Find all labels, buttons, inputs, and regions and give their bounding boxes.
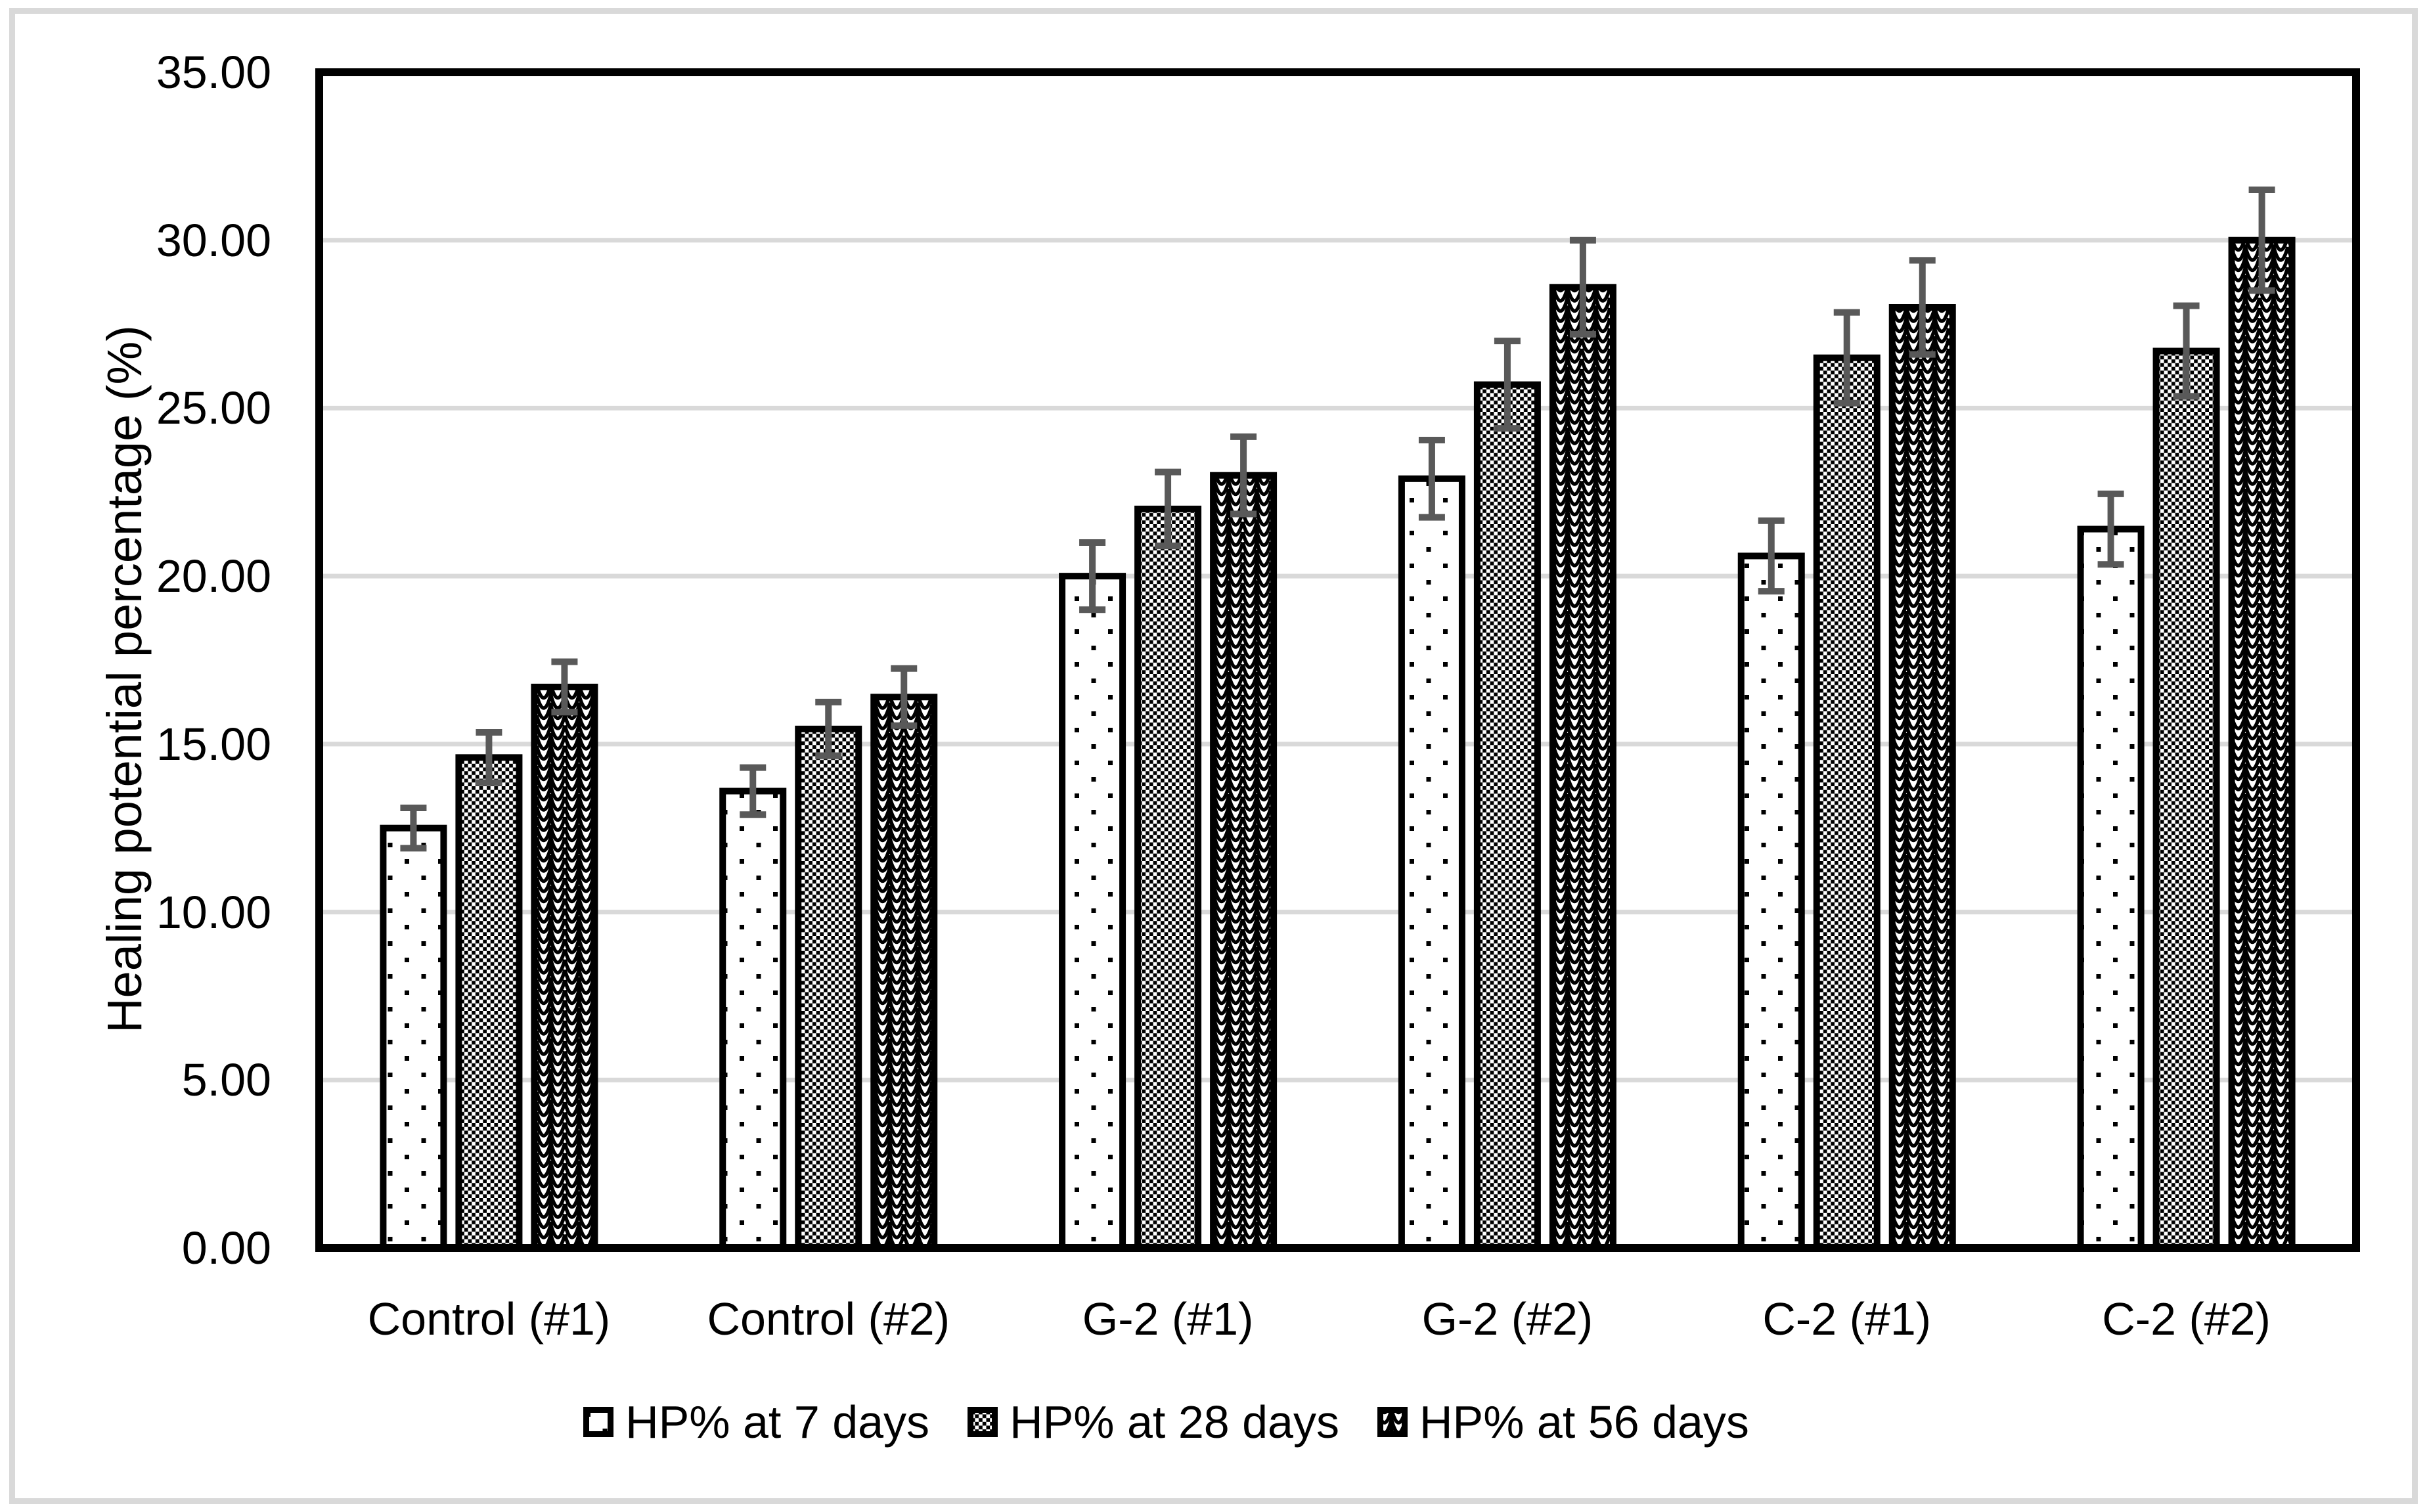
bar-dots	[380, 824, 447, 1251]
bar-checker	[795, 725, 862, 1252]
bar-dots	[1398, 475, 1465, 1251]
y-tick-label: 30.00	[156, 214, 271, 266]
legend-item: HP% at 28 days	[968, 1396, 1339, 1448]
x-category-label: Control (#2)	[707, 1293, 950, 1345]
bar-wave	[1210, 472, 1278, 1252]
plot-border	[315, 68, 2360, 1252]
x-category-label: Control (#1)	[367, 1293, 611, 1345]
legend-item: HP% at 7 days	[583, 1396, 929, 1448]
bar-checker	[1813, 354, 1881, 1252]
y-tick-label: 0.00	[181, 1222, 271, 1274]
bar-dots	[2077, 525, 2145, 1251]
bar-dots	[1059, 573, 1126, 1251]
y-tick-label: 15.00	[156, 718, 271, 770]
bar-wave	[2228, 236, 2296, 1252]
y-tick-label: 25.00	[156, 382, 271, 434]
bar-dots	[1737, 552, 1805, 1251]
bar-dots	[719, 788, 787, 1251]
y-tick-label: 10.00	[156, 886, 271, 938]
gridlines	[319, 238, 2356, 1082]
legend-label: HP% at 7 days	[625, 1396, 930, 1448]
legend-item: HP% at 56 days	[1377, 1396, 1749, 1448]
y-tick-label: 20.00	[156, 550, 271, 602]
y-tick-label: 35.00	[156, 47, 271, 98]
bar-wave	[531, 683, 598, 1251]
legend-swatch-wave	[1377, 1407, 1408, 1437]
legend-label: HP% at 56 days	[1419, 1396, 1749, 1448]
bar-checker	[455, 754, 523, 1252]
legend-swatch-checker	[968, 1407, 998, 1437]
y-axis-title: Healing potential percentage (%)	[97, 325, 152, 1033]
legend-label: HP% at 28 days	[1010, 1396, 1339, 1448]
error-bars-group	[400, 187, 2275, 852]
bar-wave	[870, 694, 938, 1252]
legend-swatch-dots	[583, 1407, 614, 1437]
bar-wave	[1888, 304, 1956, 1251]
bar-checker	[1134, 505, 1202, 1251]
x-category-label: C-2 (#1)	[1762, 1293, 1932, 1345]
bar-checker	[1473, 381, 1541, 1252]
x-category-label: G-2 (#2)	[1421, 1293, 1593, 1345]
x-category-label: G-2 (#1)	[1082, 1293, 1254, 1345]
bar-checker	[2152, 347, 2220, 1251]
legend: HP% at 7 days HP% at 28 days HP% at 56 day…	[0, 1396, 2380, 1448]
x-category-label: C-2 (#2)	[2102, 1293, 2271, 1345]
y-tick-label: 5.00	[181, 1054, 271, 1106]
bar-wave	[1549, 284, 1616, 1251]
